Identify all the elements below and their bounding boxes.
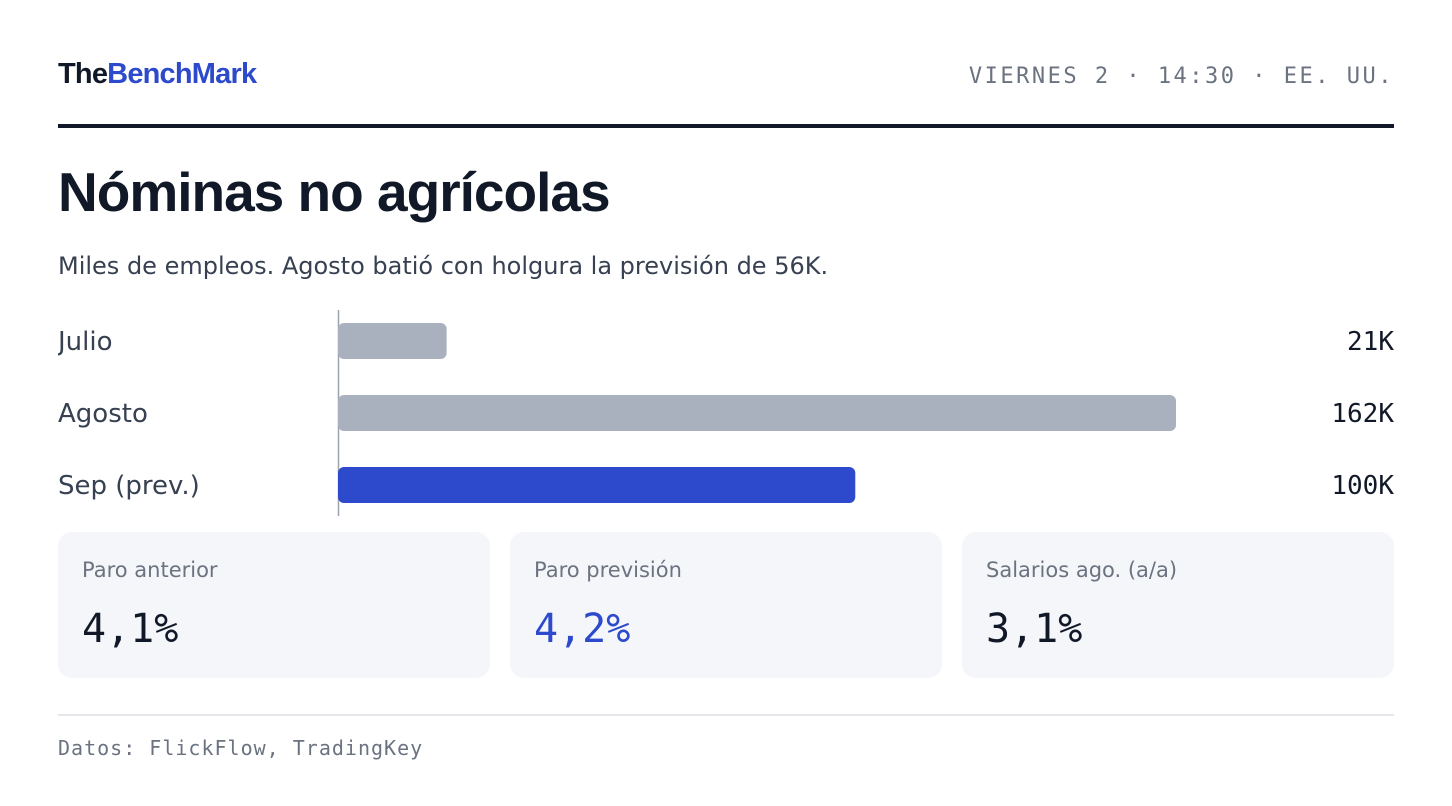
bar xyxy=(338,467,856,503)
bar xyxy=(338,323,447,359)
stat-card-value: 4,2% xyxy=(534,606,631,652)
bar-chart: Julio 21K Agosto 162K Sep (prev.) 100K xyxy=(58,310,1394,516)
stat-card-prior-unemployment: Paro anterior 4,1% xyxy=(58,532,490,678)
bar-category-label: Agosto xyxy=(58,399,148,429)
bar-value-label: 21K xyxy=(1347,327,1394,357)
stat-card-value: 4,1% xyxy=(82,606,179,652)
bar-value-label: 100K xyxy=(1331,471,1394,501)
stat-card-label: Salarios ago. (a/a) xyxy=(986,558,1178,582)
stat-card-value: 3,1% xyxy=(986,606,1083,652)
page-title: Nóminas no agrícolas xyxy=(58,161,611,223)
bar-category-label: Julio xyxy=(58,327,113,357)
bar-chart-svg: Julio 21K Agosto 162K Sep (prev.) 100K xyxy=(58,310,1394,516)
stat-card-label: Paro previsión xyxy=(534,558,682,582)
stat-card-label: Paro anterior xyxy=(82,558,218,582)
bar xyxy=(338,395,1176,431)
bar-value-label: 162K xyxy=(1331,399,1394,429)
footer-rule xyxy=(58,714,1394,716)
header: TheBenchMark VIERNES 2 · 14:30 · EE. UU. xyxy=(58,54,1394,102)
stat-card-forecast-unemployment: Paro previsión 4,2% xyxy=(510,532,942,678)
brand-logo[interactable]: TheBenchMark xyxy=(58,58,257,91)
page-subtitle: Miles de empleos. Agosto batió con holgu… xyxy=(58,252,829,280)
header-rule xyxy=(58,124,1394,128)
source-footer: Datos: FlickFlow, TradingKey xyxy=(58,736,424,760)
bar-category-label: Sep (prev.) xyxy=(58,471,200,501)
logo-part-2: BenchMark xyxy=(107,58,257,90)
stat-cards: Paro anterior 4,1% Paro previsión 4,2% S… xyxy=(58,532,1394,678)
logo-part-1: The xyxy=(58,58,108,90)
stat-card-wages: Salarios ago. (a/a) 3,1% xyxy=(962,532,1394,678)
dateline: VIERNES 2 · 14:30 · EE. UU. xyxy=(968,64,1394,89)
